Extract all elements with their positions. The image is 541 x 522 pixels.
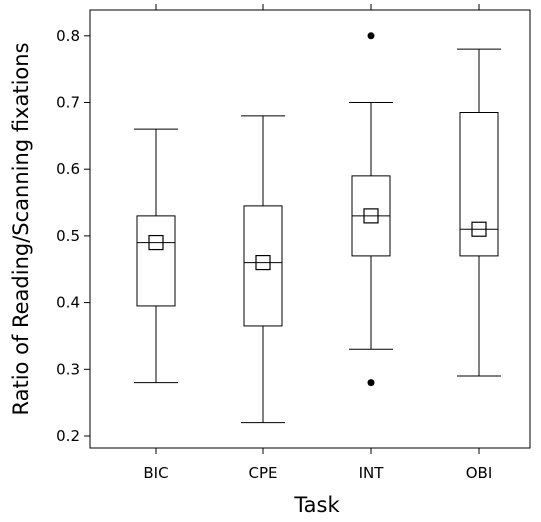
y-tick-label: 0.4: [56, 294, 80, 312]
y-tick-label: 0.6: [56, 160, 80, 178]
y-tick-label: 0.5: [56, 227, 80, 245]
x-tick-label: BIC: [143, 464, 168, 482]
x-axis-title: Task: [293, 493, 340, 517]
x-axis: BIC CPE INT OBI: [143, 4, 492, 482]
x-tick-label: OBI: [466, 464, 493, 482]
iqr-box: [243, 205, 283, 327]
y-tick-label: 0.2: [56, 427, 80, 445]
box-bic: [134, 128, 178, 384]
mean-marker: [363, 208, 379, 224]
y-tick-label: 0.3: [56, 360, 80, 378]
x-tick-label: INT: [359, 464, 385, 482]
y-tick-label: 0.8: [56, 27, 80, 45]
box-cpe: [241, 115, 285, 424]
y-tick-label: 0.7: [56, 94, 80, 112]
outlier-point: [367, 32, 375, 40]
plot-frame: [89, 9, 531, 449]
x-tick-label: CPE: [249, 464, 278, 482]
iqr-box: [459, 112, 499, 257]
iqr-box: [136, 215, 176, 307]
mean-marker: [255, 254, 271, 271]
boxes-layer: [134, 32, 501, 424]
box-obi: [457, 48, 501, 377]
y-axis-title: Ratio of Reading/Scanning fixations: [9, 42, 33, 415]
outlier-point: [367, 379, 375, 387]
mean-marker: [471, 221, 487, 237]
y-axis: 0.2 0.3 0.4 0.5 0.6 0.7 0.8: [56, 27, 90, 445]
mean-marker: [148, 234, 164, 251]
box-int: [349, 32, 393, 387]
